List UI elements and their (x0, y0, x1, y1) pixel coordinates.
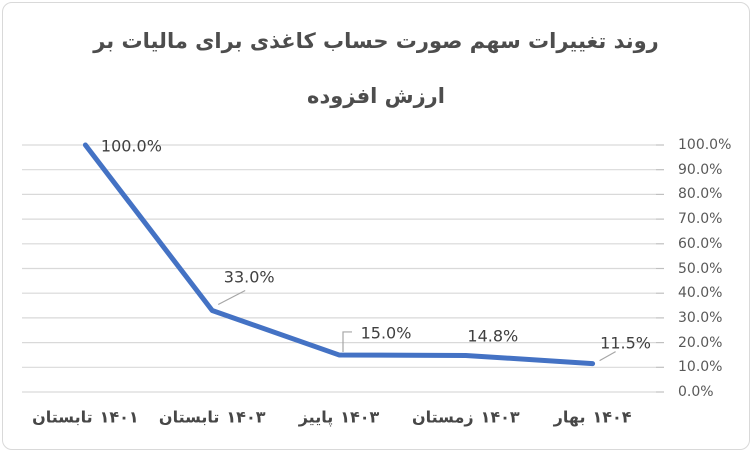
x-axis-label-season: پاییز (298, 407, 334, 427)
x-axis-label-year: ۱۴۰۱ (99, 407, 139, 427)
x-axis-label: زمستان ۱۴۰۳ (412, 408, 520, 427)
x-axis-label-year: ۱۴۰۳ (480, 407, 520, 427)
chart-title: روند تغییرات سهم صورت حساب کاغذی برای ما… (20, 14, 732, 124)
data-label-leader-line (342, 331, 352, 352)
data-label: 15.0% (360, 323, 412, 343)
data-label-leader-line (599, 351, 616, 362)
x-axis-label-year: ۱۴۰۳ (226, 407, 266, 427)
data-label: 14.8% (467, 326, 519, 346)
y-axis-label: 0.0% (678, 384, 714, 400)
data-label: 33.0% (223, 267, 275, 287)
y-axis-label: 80.0% (678, 186, 723, 203)
y-axis-label: 50.0% (678, 260, 723, 277)
series-line (82, 142, 596, 367)
y-axis-label: 100.0% (678, 137, 732, 153)
data-label: 100.0% (100, 136, 162, 156)
x-axis-label-season: بهار (553, 407, 586, 427)
y-axis-label: 30.0% (678, 309, 723, 326)
y-axis-label: 90.0% (678, 161, 723, 178)
y-axis-label: 60.0% (678, 235, 723, 252)
x-axis-label: تابستان ۱۴۰۳ (159, 408, 266, 427)
x-axis-label: تابستان ۱۴۰۱ (32, 408, 139, 427)
data-label: 11.5% (600, 333, 652, 353)
x-axis-label: بهار ۱۴۰۴ (554, 408, 632, 427)
data-label-leader-line (217, 289, 246, 306)
x-axis-label-year: ۱۴۰۴ (592, 407, 632, 427)
x-axis-label: پاییز ۱۴۰۳ (299, 408, 380, 427)
y-axis-label: 20.0% (678, 334, 723, 351)
x-axis-label-season: زمستان (411, 407, 474, 427)
chart-title-line-2: ارزش افزوده (307, 84, 445, 108)
y-axis-label: 10.0% (678, 359, 723, 376)
x-axis-label-season: تابستان (32, 407, 93, 427)
y-axis-label: 70.0% (678, 211, 723, 228)
y-axis-label: 40.0% (678, 285, 723, 302)
x-axis-label-year: ۱۴۰۳ (340, 407, 380, 427)
chart-title-line-1: روند تغییرات سهم صورت حساب کاغذی برای ما… (93, 29, 659, 53)
x-axis-label-season: تابستان (158, 407, 220, 427)
